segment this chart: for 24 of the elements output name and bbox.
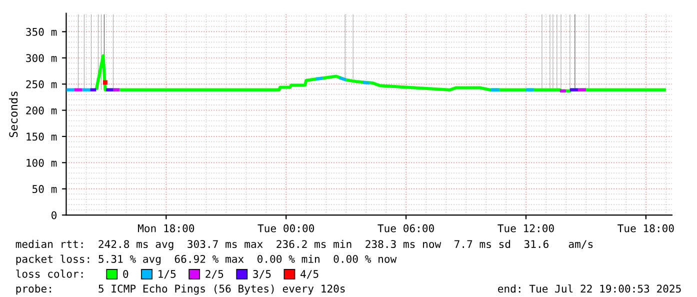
text: median rtt: 242.8 ms avg 303.7 ms max 236.2 ms min 238.3 ms now 7.7 ms sd 31.6 am/s: [16, 240, 593, 250]
y-tick-label: 350 m: [26, 28, 57, 36]
y-tick-label: 300 m: [26, 54, 57, 62]
legend-label: 2/5: [206, 270, 224, 279]
y-tick-label: 200 m: [26, 106, 57, 114]
legend-label: 3/5: [253, 270, 271, 279]
x-tick-label: Tue 00:00: [258, 224, 314, 232]
text: packet loss: 5.31 % avg 66.92 % max 0.00 % min 0.00 % now: [16, 254, 397, 266]
y-tick-label: 0: [52, 211, 57, 220]
x-tick-label: Mon 18:00: [138, 224, 194, 232]
text: probe: 5 ICMP Echo Pings (56 Bytes) every 120s: [16, 284, 345, 295]
y-tick-label: 100 m: [26, 158, 57, 167]
x-tick-label: Tue 06:00: [378, 224, 434, 232]
y-axis-title: Seconds: [8, 92, 18, 138]
legend-title: loss color:: [16, 270, 83, 278]
y-tick-label: 250 m: [26, 80, 57, 88]
x-tick-label: Tue 12:00: [498, 224, 554, 232]
legend-label: 0: [123, 270, 128, 278]
y-tick-label: 150 m: [26, 132, 57, 141]
text: end: Tue Jul 22 19:00:53 2025: [498, 284, 681, 293]
y-tick-label: 50 m: [32, 185, 57, 194]
legend-label: 4/5: [300, 270, 318, 279]
x-tick-label: Tue 18:00: [618, 224, 674, 232]
legend-label: 1/5: [158, 270, 176, 279]
